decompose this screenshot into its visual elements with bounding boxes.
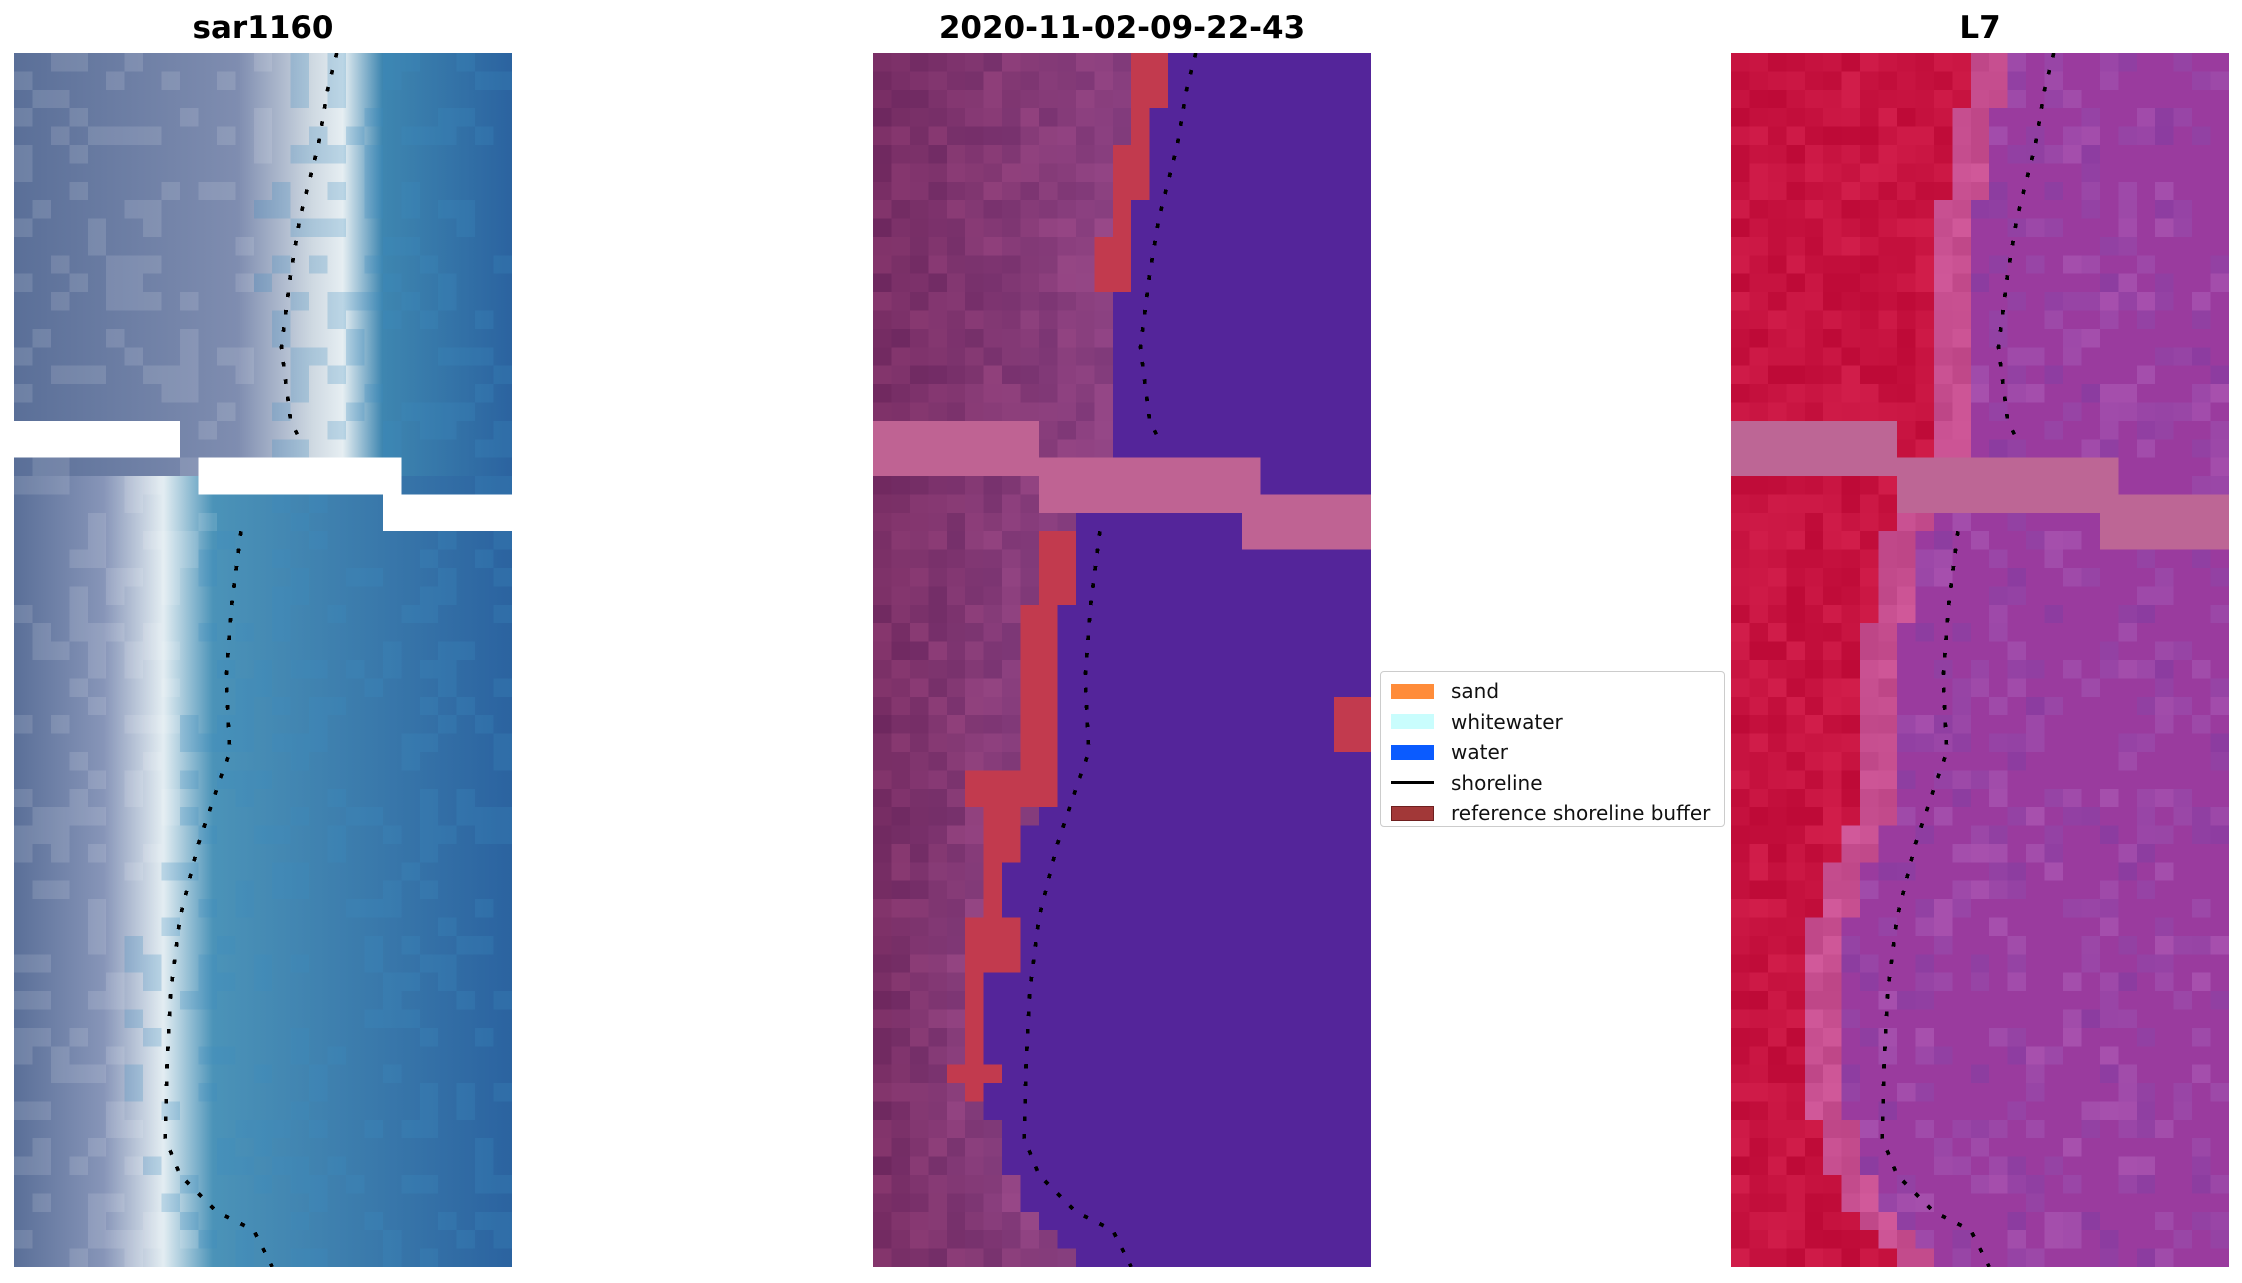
- legend-label: sand: [1451, 679, 1500, 704]
- legend-label: whitewater: [1451, 709, 1563, 734]
- panel-title-classification: 2020-11-02-09-22-43: [938, 10, 1306, 46]
- legend-item-shoreline: shoreline: [1391, 768, 1714, 799]
- legend-item-whitewater: whitewater: [1391, 707, 1714, 738]
- panel-title-rgb: sar1160: [192, 10, 334, 46]
- whitewater-swatch: [1391, 714, 1434, 730]
- reference-shoreline-buffer: [946, 53, 1371, 1102]
- panel-title-mndwi: L7: [1959, 10, 2001, 46]
- shoreline-line: [163, 53, 339, 1267]
- classification-image: [873, 53, 1371, 1267]
- legend: sand whitewater water shoreline referenc…: [1380, 671, 1725, 827]
- buffer-swatch: [1391, 805, 1434, 821]
- shoreline-swatch: [1391, 781, 1434, 785]
- legend-item-reference-buffer: reference shoreline buffer: [1391, 798, 1714, 829]
- legend-label: reference shoreline buffer: [1451, 801, 1711, 826]
- rgb-image: [14, 53, 512, 1267]
- sand-swatch: [1391, 683, 1434, 699]
- legend-label: water: [1451, 740, 1508, 765]
- rgb-image-panel: [14, 53, 512, 1267]
- shoreline-line: [1880, 53, 2056, 1267]
- legend-item-water: water: [1391, 737, 1714, 768]
- mndwi-image: [1731, 53, 2229, 1267]
- classification-panel: [873, 53, 1371, 1267]
- water-swatch: [1391, 744, 1434, 760]
- legend-label: shoreline: [1451, 770, 1543, 795]
- mndwi-panel: [1731, 53, 2229, 1267]
- legend-item-sand: sand: [1391, 676, 1714, 707]
- shoreline-line: [1022, 53, 1198, 1267]
